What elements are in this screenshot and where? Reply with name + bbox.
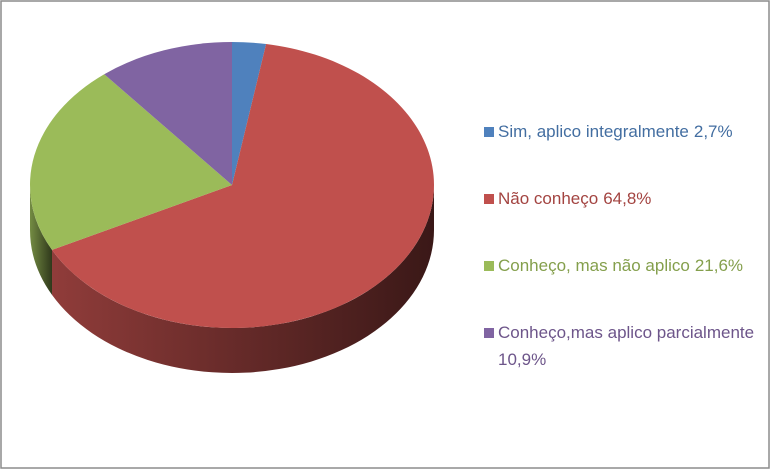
legend-swatch [484, 127, 494, 137]
legend-value: 10,9% [498, 350, 546, 369]
legend-name: Conheço, mas não aplico [498, 256, 690, 275]
pie-slice [52, 44, 434, 328]
pie-side [52, 185, 434, 374]
legend-name: Não conheço [498, 189, 598, 208]
legend-label: Não conheço 64,8% [498, 189, 651, 208]
legend-swatch [484, 194, 494, 204]
legend-swatch [484, 328, 494, 338]
legend-value: 21,6% [695, 256, 743, 275]
legend-name: Sim, aplico integralmente [498, 122, 689, 141]
pie-slice [232, 42, 267, 185]
pie-slice [30, 74, 233, 250]
legend-swatch [484, 261, 494, 271]
pie-slice [104, 42, 232, 185]
legend-name: Conheço,mas aplico parcialmente [498, 323, 754, 342]
legend-value: 2,7% [694, 122, 733, 141]
legend-label: Conheço,mas aplico parcialmente 10,9% [498, 323, 754, 369]
legend-label: Conheço, mas não aplico 21,6% [498, 256, 743, 275]
legend-label: Sim, aplico integralmente 2,7% [498, 122, 733, 141]
legend-value: 64,8% [603, 189, 651, 208]
pie-side [30, 185, 53, 295]
